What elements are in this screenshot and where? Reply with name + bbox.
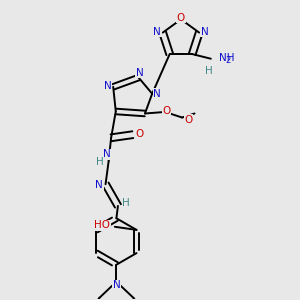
Text: N: N: [103, 149, 111, 159]
Text: O: O: [184, 115, 192, 125]
Text: O: O: [177, 13, 185, 23]
Text: NH: NH: [219, 53, 234, 63]
Text: O: O: [162, 106, 170, 116]
Text: N: N: [153, 27, 161, 37]
Text: O: O: [136, 129, 144, 139]
Text: HO: HO: [94, 220, 110, 230]
Text: 2: 2: [225, 56, 231, 65]
Text: N: N: [112, 280, 120, 290]
Text: N: N: [95, 180, 103, 190]
Text: N: N: [153, 89, 161, 99]
Text: H: H: [206, 66, 213, 76]
Text: H: H: [96, 157, 104, 167]
Text: H: H: [122, 198, 130, 208]
Text: N: N: [136, 68, 144, 78]
Text: N: N: [104, 81, 112, 91]
Text: N: N: [201, 27, 209, 37]
